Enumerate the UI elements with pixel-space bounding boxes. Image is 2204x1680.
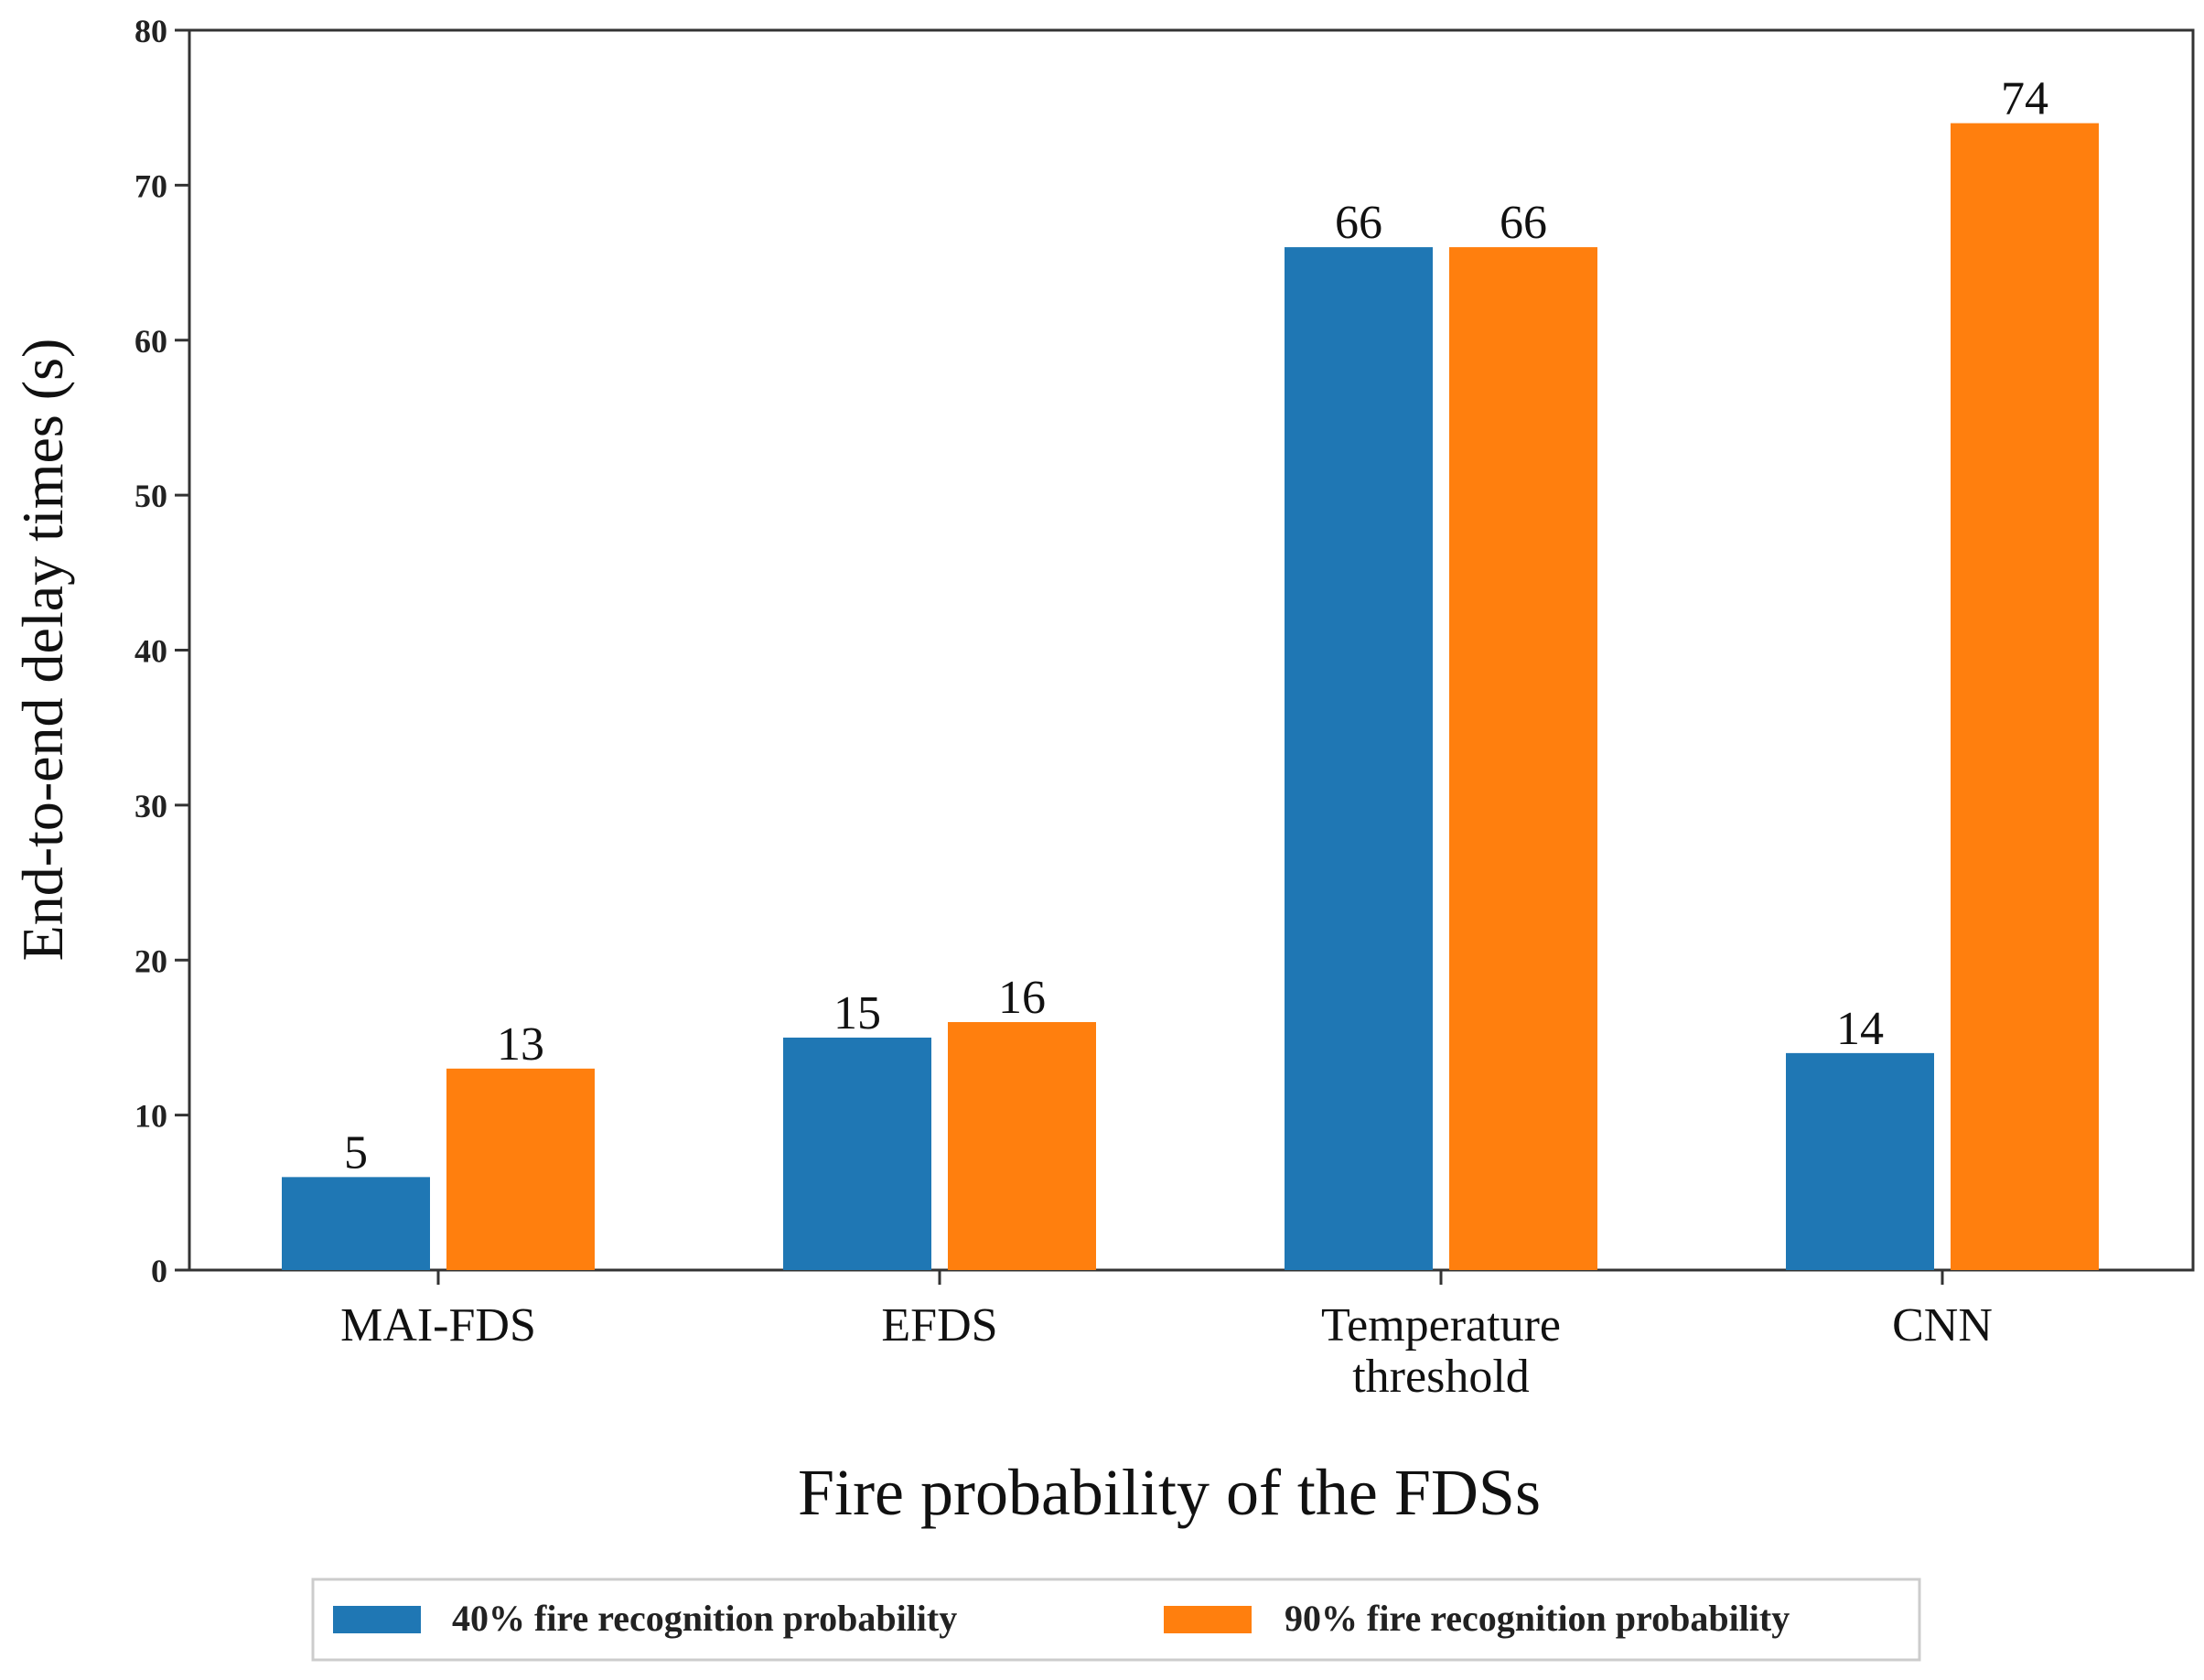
y-tick-label: 50 bbox=[134, 478, 167, 514]
y-tick-label: 70 bbox=[134, 167, 167, 204]
x-tick-label: MAI-FDS bbox=[340, 1299, 536, 1352]
y-axis-title: End-to-end delay times (s) bbox=[10, 339, 75, 962]
bar-90-percent bbox=[948, 1022, 1096, 1270]
bar-value-label: 16 bbox=[998, 972, 1046, 1024]
bar-40-percent bbox=[1786, 1052, 1934, 1270]
x-tick-label: CNN bbox=[1892, 1299, 1993, 1352]
bar-value-label: 5 bbox=[344, 1126, 368, 1179]
bar-value-label: 14 bbox=[1836, 1003, 1884, 1055]
legend-frame bbox=[311, 1578, 1921, 1662]
bar-value-label: 13 bbox=[497, 1018, 544, 1071]
bar-40-percent bbox=[282, 1177, 430, 1270]
bar-40-percent bbox=[1285, 247, 1433, 1270]
bar-value-label: 66 bbox=[1500, 197, 1547, 249]
x-tick-label: EFDS bbox=[881, 1299, 997, 1352]
legend-label-40-percent: 40% fire recognition probability bbox=[452, 1598, 957, 1639]
y-tick-label: 10 bbox=[134, 1098, 167, 1135]
bar-90-percent bbox=[1449, 247, 1597, 1270]
legend: 40% fire recognition probability 90% fir… bbox=[311, 1578, 1921, 1662]
bar-90-percent bbox=[1951, 123, 2099, 1270]
legend-swatch-40-percent bbox=[333, 1606, 421, 1633]
legend-label-90-percent: 90% fire recognition probability bbox=[1285, 1598, 1790, 1639]
bar-value-label: 66 bbox=[1335, 197, 1382, 249]
bar-value-label: 74 bbox=[2001, 73, 2048, 125]
x-tick-label: threshold bbox=[1352, 1351, 1530, 1403]
bar-40-percent bbox=[783, 1037, 931, 1270]
y-axis: 0 10 20 30 40 50 60 70 80 bbox=[134, 13, 189, 1289]
bar-90-percent bbox=[446, 1068, 595, 1270]
bar-value-labels: 5 13 15 16 66 66 14 74 bbox=[344, 73, 2048, 1179]
x-axis-title: Fire probability of the FDSs bbox=[798, 1456, 1541, 1529]
legend-swatch-90-percent bbox=[1164, 1606, 1252, 1633]
bar-value-label: 15 bbox=[833, 987, 881, 1039]
y-tick-label: 0 bbox=[151, 1253, 167, 1289]
y-tick-label: 20 bbox=[134, 942, 167, 979]
x-tick-label: Temperature bbox=[1321, 1299, 1561, 1352]
y-tick-label: 40 bbox=[134, 633, 167, 670]
bars bbox=[282, 123, 2099, 1270]
y-tick-label: 80 bbox=[134, 13, 167, 49]
y-tick-label: 60 bbox=[134, 323, 167, 360]
y-tick-label: 30 bbox=[134, 788, 167, 824]
